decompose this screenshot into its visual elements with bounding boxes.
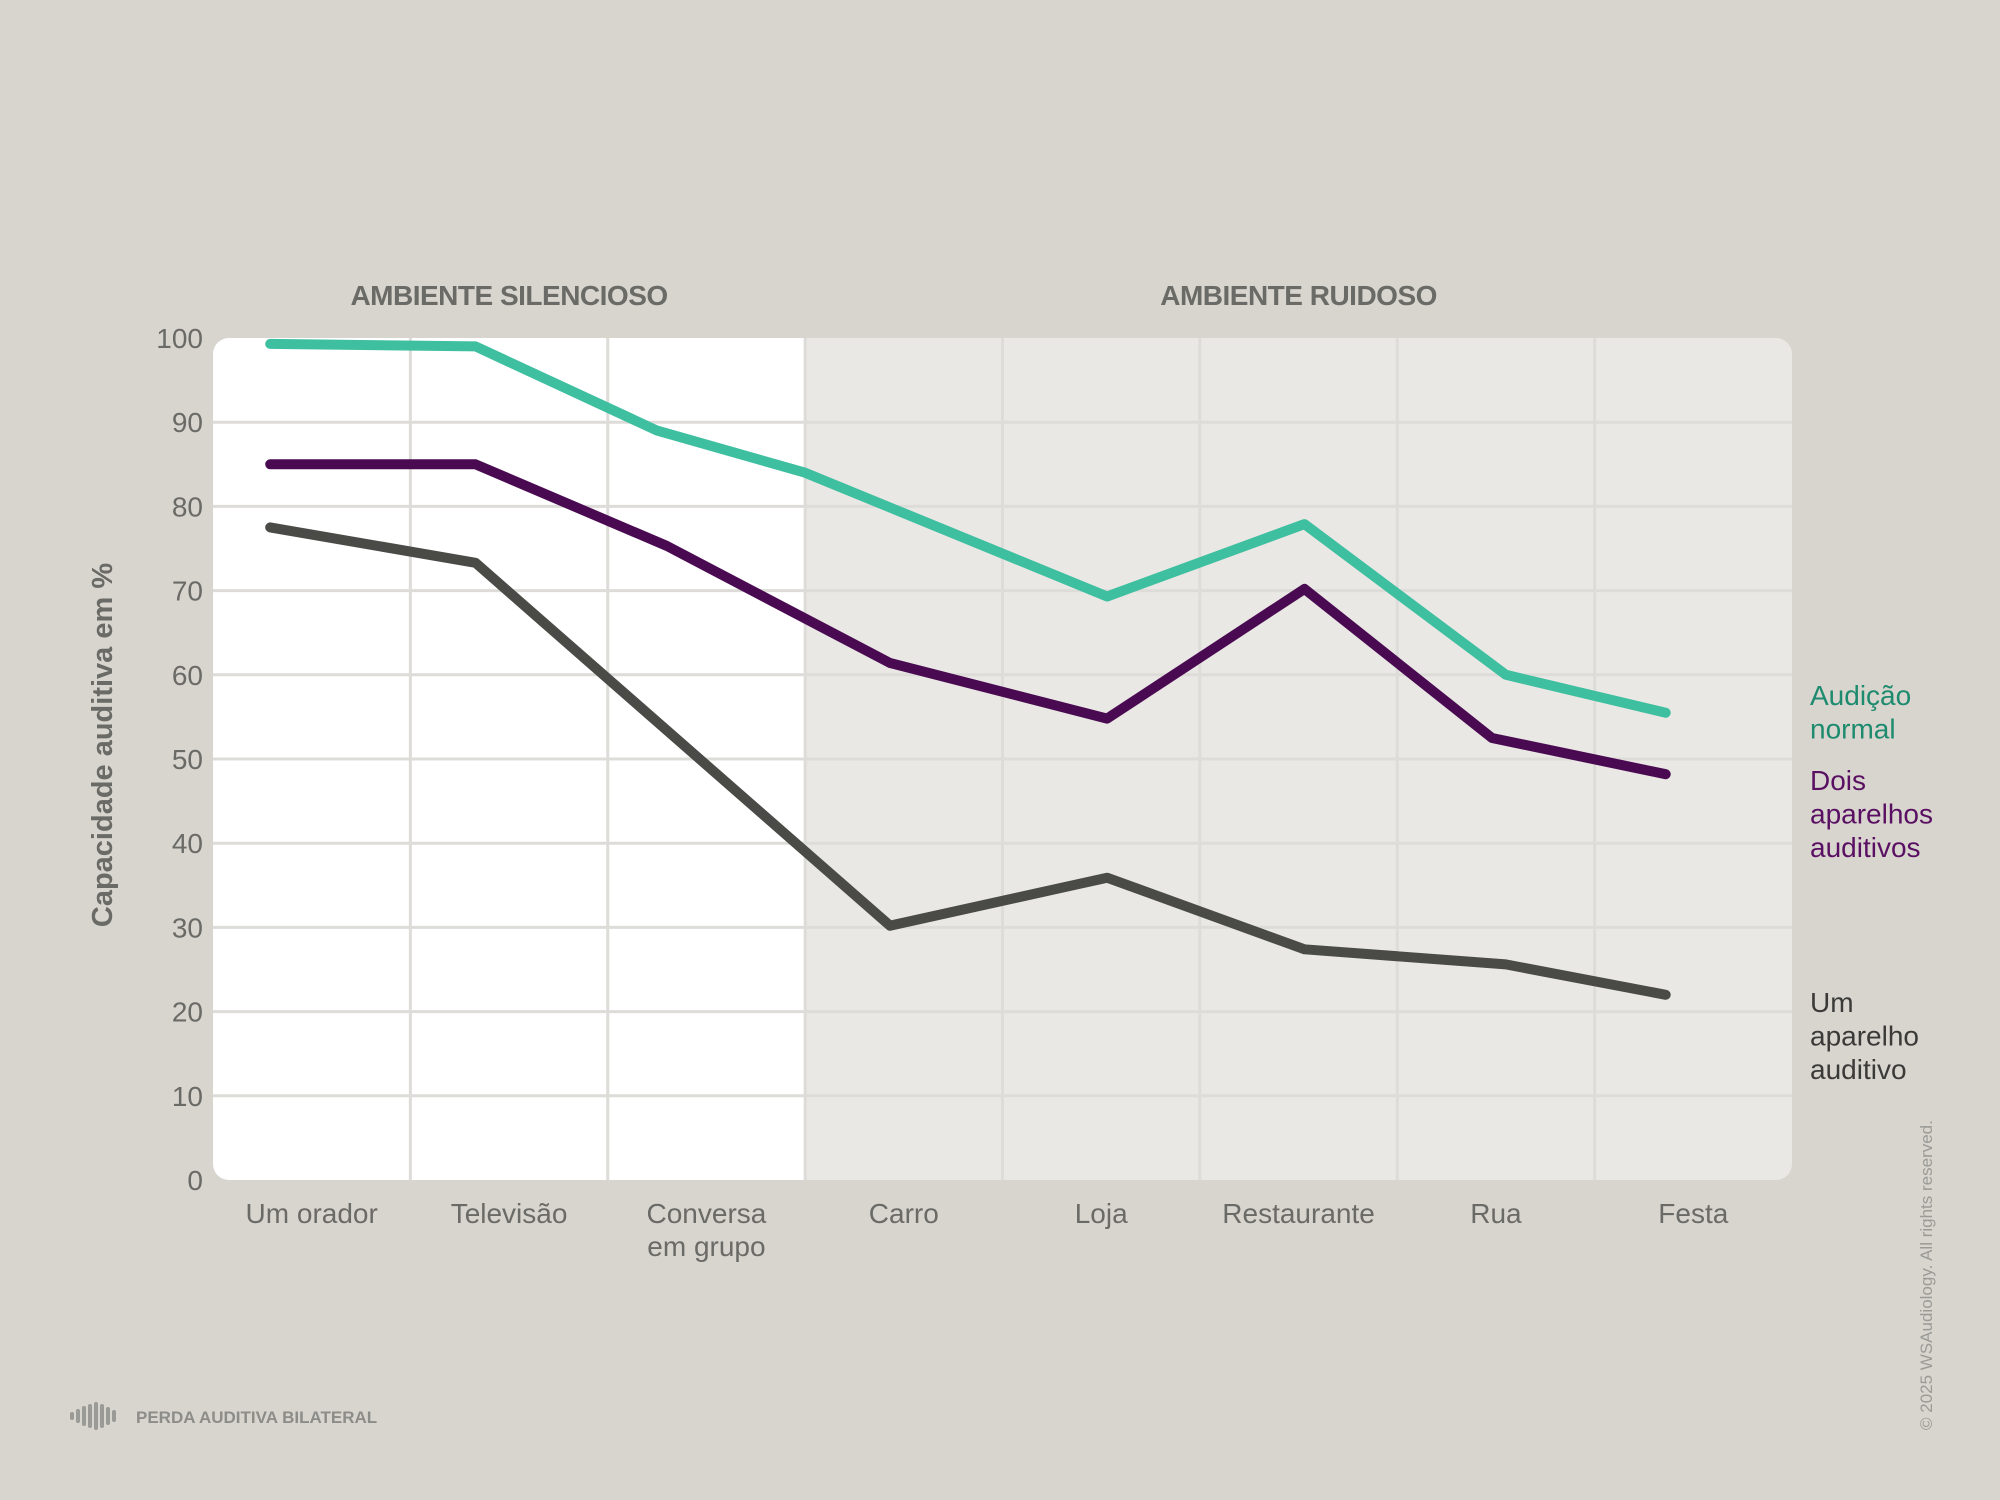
series-line-audição-normal xyxy=(265,338,1671,718)
y-axis-label: Capacidade auditiva em % xyxy=(87,563,119,927)
y-tick-label: 70 xyxy=(172,576,203,607)
y-tick-label: 0 xyxy=(187,1165,203,1196)
region-label: AMBIENTE RUIDOSO xyxy=(1160,280,1437,311)
y-axis-ticks: 0 10 20 30 40 50 60 70 80 90 100 xyxy=(156,323,203,1196)
x-tick-label: Carro xyxy=(869,1198,939,1229)
y-tick-label: 50 xyxy=(172,744,203,775)
series-labels: Audição normal Dois aparelhos auditivos Um apa… xyxy=(1810,680,1933,1085)
y-tick-label: 20 xyxy=(172,997,203,1028)
y-tick-label: 10 xyxy=(172,1081,203,1112)
footer: PERDA AUDITIVA BILATERAL © 2025 WSAudiol… xyxy=(70,1120,1936,1430)
series-label: Um aparelho auditivo xyxy=(1810,987,1919,1085)
y-tick-label: 100 xyxy=(156,323,203,354)
series-label: Audição normal xyxy=(1810,680,1911,745)
copyright-notice: © 2025 WSAudiology. All rights reserved. xyxy=(1917,1120,1936,1430)
series-label: Dois aparelhos auditivos xyxy=(1810,765,1933,863)
region-labels: AMBIENTE SILENCIOSO AMBIENTE RUIDOSO xyxy=(350,280,1437,311)
x-tick-label: Conversa em grupo xyxy=(647,1198,767,1262)
x-axis-ticks: Um orador Televisão Conversa em grupo Carro L… xyxy=(246,1198,1729,1262)
x-tick-label: Loja xyxy=(1075,1198,1128,1229)
sound-wave-icon xyxy=(70,1402,116,1430)
footer-label: PERDA AUDITIVA BILATERAL xyxy=(136,1408,377,1427)
y-tick-label: 60 xyxy=(172,660,203,691)
y-tick-label: 90 xyxy=(172,407,203,438)
series-lines xyxy=(265,338,1671,1000)
series-line-um-aparelho-auditivo xyxy=(265,522,1671,1000)
x-tick-label: Festa xyxy=(1658,1198,1728,1229)
x-tick-label: Rua xyxy=(1470,1198,1522,1229)
y-tick-label: 80 xyxy=(172,491,203,522)
x-tick-label: Restaurante xyxy=(1222,1198,1375,1229)
x-tick-label: Um orador xyxy=(246,1198,378,1229)
x-tick-label: Televisão xyxy=(451,1198,568,1229)
y-tick-label: 40 xyxy=(172,828,203,859)
region-label: AMBIENTE SILENCIOSO xyxy=(350,280,667,311)
y-tick-label: 30 xyxy=(172,912,203,943)
series-line-dois-aparelhos-auditivos xyxy=(265,459,1671,780)
